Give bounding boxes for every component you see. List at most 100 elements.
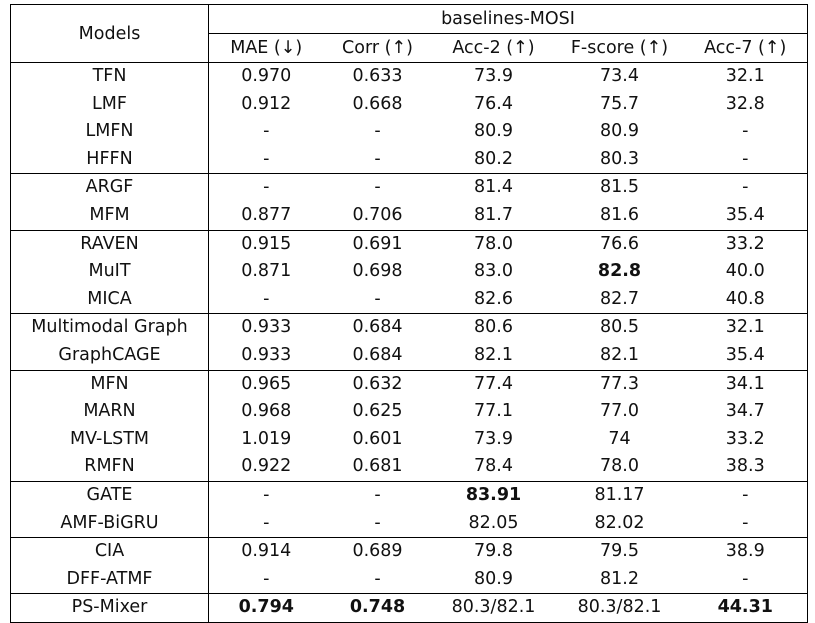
fscore-cell: 73.4 [600,66,639,86]
corr-cell: - [374,121,381,142]
column-header-mae: MAE (↓) [230,38,303,58]
table-row: RMFN 0.922 0.681 78.4 78.0 38.3 [10,453,808,482]
table-row: MV-LSTM 1.019 0.601 73.9 74 33.2 [10,425,808,454]
corr-cell: 0.668 [352,93,403,114]
corr-cell: - [374,288,381,309]
model-group: RAVEN 0.915 0.691 78.0 76.6 33.2 MuIT 0.871 0.69… [10,230,808,314]
model-name-cell: CIA [10,537,209,566]
mae-cell: 0.794 [238,597,294,618]
table-row: MuIT 0.871 0.698 83.0 82.8 40.0 [10,258,808,286]
corr-cell: 0.633 [352,66,403,86]
corr-cell: 0.691 [352,233,403,254]
acc2-cell: 82.1 [474,344,513,365]
acc7-cell: - [742,484,749,505]
table-row: RAVEN 0.915 0.691 78.0 76.6 33.2 [10,230,808,259]
acc2-cell: 77.1 [474,401,513,422]
mae-cell: - [263,512,270,533]
fscore-cell: 81.2 [600,568,639,589]
acc7-cell: 35.4 [725,344,765,365]
table-row: GATE - - 83.91 81.17 - [10,481,808,510]
table-row: HFFN - - 80.2 80.3 - [10,145,808,174]
fscore-cell: 82.7 [600,288,639,309]
acc2-cell: 80.3/82.1 [451,597,536,618]
fscore-cell: 81.5 [600,177,639,198]
model-name-cell: LMF [10,90,209,119]
fscore-cell: 75.7 [600,93,639,114]
table-row: CIA 0.914 0.689 79.8 79.5 38.9 [10,537,808,566]
table-row: MICA - - 82.6 82.7 40.8 [10,285,808,314]
mae-cell: - [263,568,270,589]
fscore-cell: 80.5 [600,317,639,338]
mae-cell: 0.965 [241,373,292,394]
acc7-cell: 32.8 [725,93,765,114]
model-group: Multimodal Graph 0.933 0.684 80.6 80.5 32.1 Gr… [10,313,808,371]
table-row: ARGF - - 81.4 81.5 - [10,173,808,202]
table-row: GraphCAGE 0.933 0.684 82.1 82.1 35.4 [10,341,808,371]
model-group: ARGF - - 81.4 81.5 - MFM 0.877 0.706 81.7 81.6 35.4 [10,173,808,231]
acc2-cell: 79.8 [474,541,513,562]
mae-cell: - [263,177,270,198]
table-row: MFM 0.877 0.706 81.7 81.6 35.4 [10,201,808,231]
model-name-cell: MICA [10,285,209,314]
models-header: Models [10,4,209,63]
mae-cell: 0.933 [241,344,292,365]
fscore-cell: 80.3/82.1 [577,597,662,618]
fscore-cell: 80.9 [600,121,639,142]
corr-cell: 0.601 [352,428,403,449]
fscore-cell: 77.3 [600,373,639,394]
acc2-cell: 76.4 [474,93,513,114]
mae-cell: 0.922 [241,456,292,477]
acc2-cell: 73.9 [474,66,513,86]
acc2-cell: 78.4 [474,456,513,477]
acc7-cell: - [742,568,749,589]
acc2-cell: 80.9 [474,121,513,142]
table-row: LMF 0.912 0.668 76.4 75.7 32.8 [10,90,808,119]
model-group: CIA 0.914 0.689 79.8 79.5 38.9 DFF-ATMF - - 80.9 8… [10,537,808,594]
group-header: baselines-MOSI [208,4,808,34]
model-name-cell: MFN [10,370,209,399]
corr-cell: - [374,177,381,198]
table-row: Multimodal Graph 0.933 0.684 80.6 80.5 32.1 [10,313,808,342]
corr-cell: 0.681 [352,456,403,477]
model-name-cell: MARN [10,398,209,426]
mae-cell: 0.871 [241,261,292,282]
corr-cell: - [374,512,381,533]
fscore-cell: 82.1 [600,344,639,365]
model-group: TFN 0.970 0.633 73.9 73.4 32.1 LMF 0.912 0.668 76… [10,62,808,174]
model-name-cell: AMF-BiGRU [10,509,209,538]
acc2-cell: 80.6 [474,317,513,338]
acc7-cell: 35.4 [725,204,765,225]
model-name-cell: Multimodal Graph [10,313,209,342]
mae-cell: 0.912 [241,93,292,114]
model-name-cell: PS-Mixer [10,593,209,623]
acc2-cell: 77.4 [474,373,513,394]
model-name-cell: RAVEN [10,230,209,259]
mae-cell: - [263,484,270,505]
corr-cell: 0.706 [352,204,403,225]
model-name-cell: ARGF [10,173,209,202]
acc2-cell: 81.4 [474,177,513,198]
fscore-cell: 82.02 [594,512,645,533]
table-row: AMF-BiGRU - - 82.05 82.02 - [10,509,808,538]
column-header-corr: Corr (↑) [342,38,413,58]
table-row: TFN 0.970 0.633 73.9 73.4 32.1 [10,62,808,91]
header-row-columns: MAE (↓) Corr (↑) Acc-2 (↑) F-score (↑) A… [10,34,808,63]
column-header-acc2: Acc-2 (↑) [452,38,535,58]
mae-cell: - [263,288,270,309]
mae-cell: 0.915 [241,233,292,254]
acc7-cell: 32.1 [725,317,765,338]
model-group: PS-Mixer 0.794 0.748 80.3/82.1 80.3/82.1 44.3… [10,593,808,623]
acc2-cell: 83.0 [474,261,513,282]
acc2-cell: 73.9 [474,428,513,449]
corr-cell: 0.698 [352,261,403,282]
acc7-cell: 33.2 [725,233,765,254]
model-name-cell: HFFN [10,145,209,174]
acc7-cell: 34.1 [725,373,765,394]
acc2-cell: 80.2 [474,148,513,169]
acc7-cell: 33.2 [725,428,765,449]
table-row: DFF-ATMF - - 80.9 81.2 - [10,565,808,594]
corr-cell: - [374,484,381,505]
corr-cell: - [374,148,381,169]
table-row: MFN 0.965 0.632 77.4 77.3 34.1 [10,370,808,399]
model-name-cell: TFN [10,62,209,91]
